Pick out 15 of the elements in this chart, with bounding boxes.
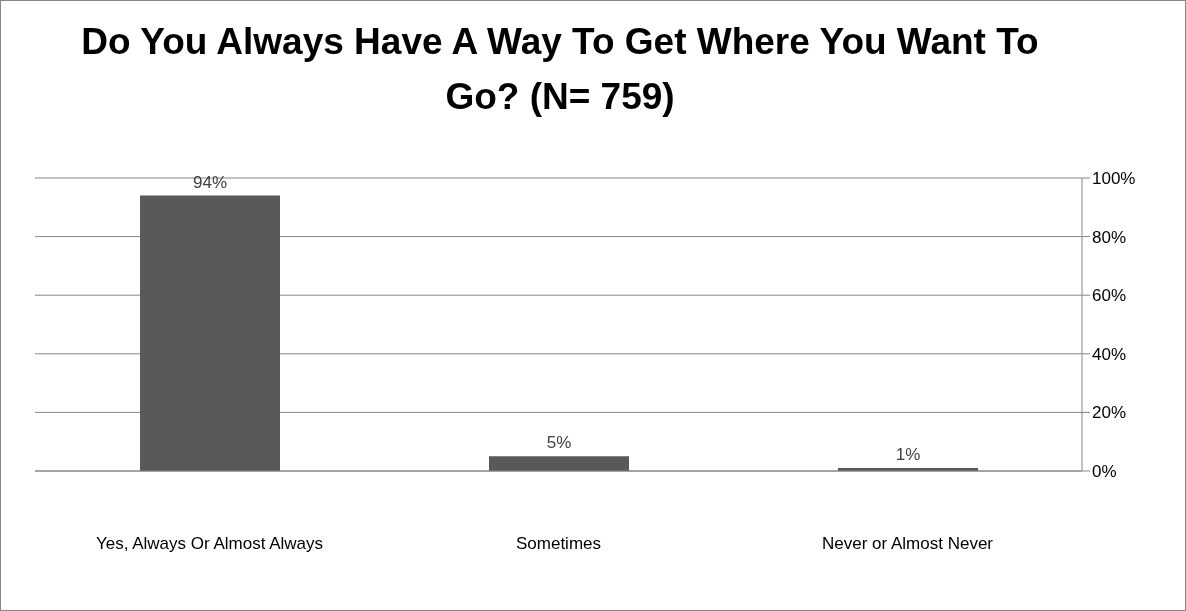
y-tick-label: 100% bbox=[1092, 169, 1136, 189]
bar bbox=[489, 456, 629, 471]
chart-title: Do You Always Have A Way To Get Where You Want To Go? (N= 759) bbox=[80, 20, 1040, 119]
y-tick-label: 60% bbox=[1092, 286, 1127, 306]
y-tick-label: 40% bbox=[1092, 344, 1127, 364]
x-tick-label: Yes, Always Or Almost Always bbox=[95, 534, 324, 553]
x-tick-label: Never or Almost Never bbox=[822, 534, 994, 553]
data-label: 5% bbox=[546, 433, 572, 453]
data-label: 1% bbox=[895, 445, 921, 465]
bar bbox=[140, 195, 280, 471]
x-tick-label: Sometimes bbox=[515, 534, 602, 553]
y-tick-label: 80% bbox=[1092, 227, 1127, 247]
y-tick-label: 0% bbox=[1092, 462, 1117, 482]
data-label: 94% bbox=[192, 172, 228, 192]
y-tick-label: 20% bbox=[1092, 403, 1127, 423]
